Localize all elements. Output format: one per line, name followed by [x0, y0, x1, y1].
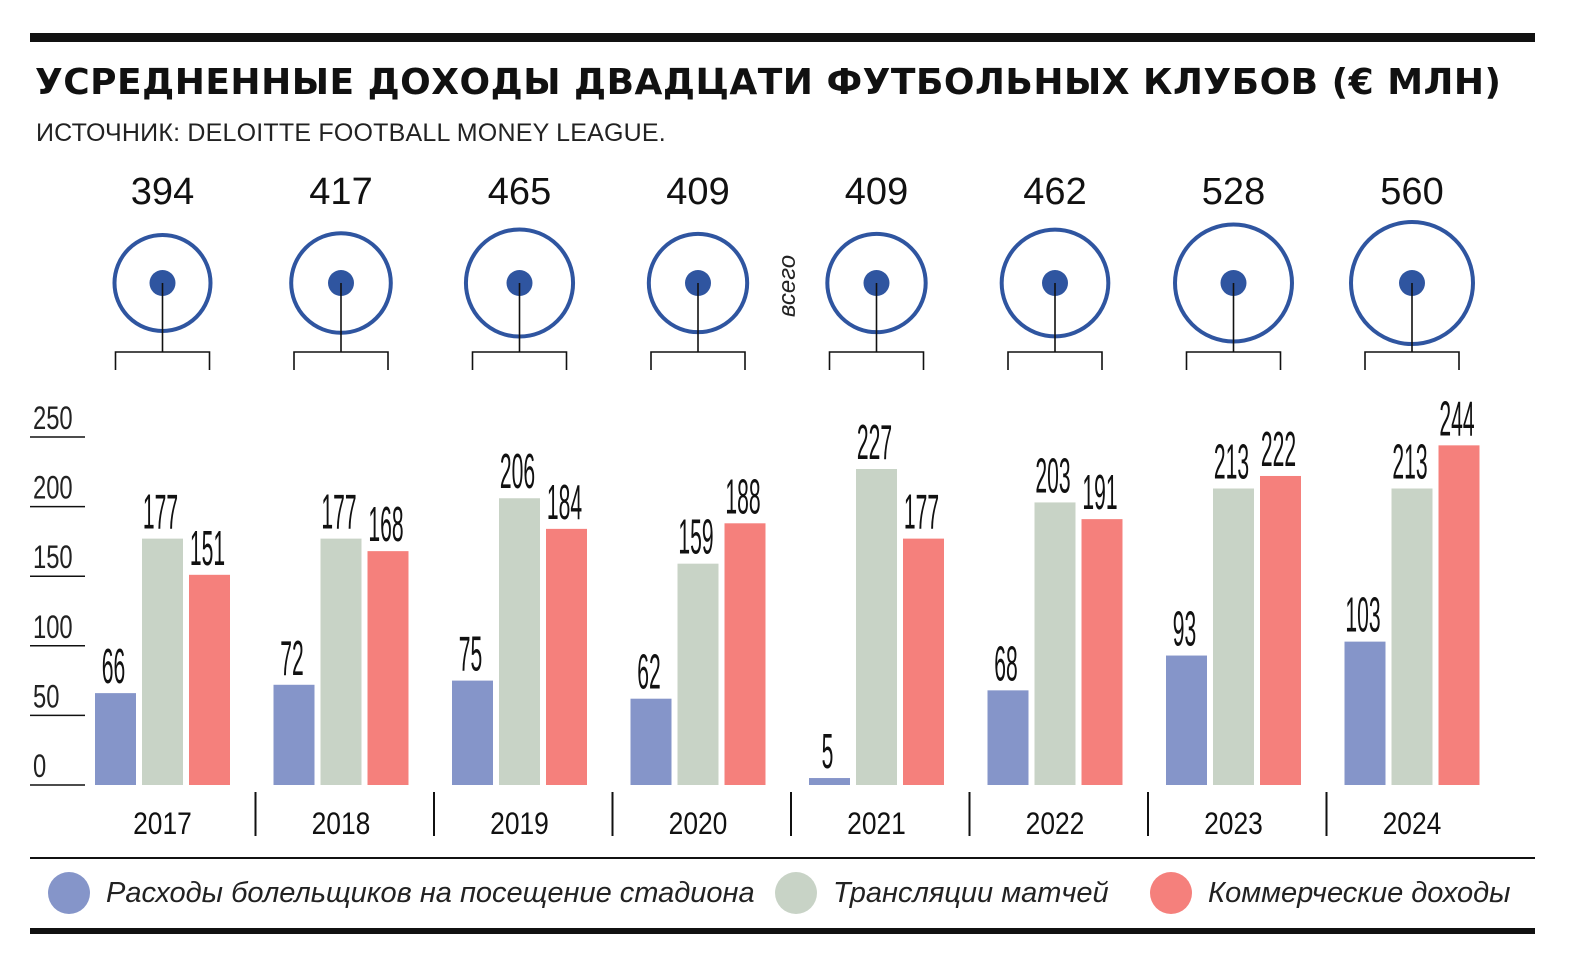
bar-stadium-2020: [630, 698, 672, 785]
y-tick-label: 0: [33, 748, 46, 785]
year-label: 2021: [847, 807, 906, 842]
data-label: 68: [994, 637, 1017, 692]
top-rule: [30, 33, 1535, 42]
data-label: 168: [368, 498, 403, 553]
bar-broadcast-2022: [1034, 502, 1076, 785]
data-label: 177: [904, 486, 939, 541]
total-value: 394: [131, 171, 194, 213]
bar-broadcast-2020: [677, 563, 719, 785]
bottom-rule: [30, 928, 1535, 934]
legend-item-commercial: Коммерческие доходы: [1150, 868, 1510, 918]
total-bracket: [650, 351, 746, 370]
total-value: 462: [1023, 171, 1086, 213]
data-label: 222: [1261, 423, 1296, 478]
y-tick-label: 100: [33, 609, 73, 646]
data-label: 66: [102, 640, 125, 695]
chart-title: УСРЕДНЕННЫЕ ДОХОДЫ ДВАДЦАТИ ФУТБОЛЬНЫХ К…: [35, 62, 1502, 103]
legend-label-commercial: Коммерческие доходы: [1208, 876, 1511, 909]
bar-commercial-2018: [367, 551, 409, 785]
bar-stadium-2023: [1166, 655, 1207, 785]
legend-item-broadcast: Трансляции матчей: [775, 868, 1109, 918]
year-label: 2017: [133, 807, 192, 842]
year-label: 2024: [1383, 807, 1442, 842]
bar-stadium-2024: [1344, 641, 1386, 785]
total-bracket: [1364, 351, 1460, 370]
legend-swatch-broadcast: [775, 872, 817, 914]
legend-swatch-stadium: [48, 872, 90, 914]
legend-rule: [30, 857, 1535, 859]
data-label: 213: [1214, 436, 1249, 491]
total-bracket: [114, 351, 211, 370]
bar-commercial-2019: [546, 528, 587, 785]
legend: Расходы болельщиков на посещение стадион…: [30, 862, 1535, 924]
bar-broadcast-2018: [320, 538, 362, 785]
bar-broadcast-2023: [1213, 488, 1254, 785]
legend-label-broadcast: Трансляции матчей: [833, 876, 1109, 909]
legend-item-stadium: Расходы болельщиков на посещение стадион…: [48, 868, 755, 918]
total-bracket: [471, 351, 568, 370]
data-label: 244: [1439, 392, 1474, 447]
year-label: 2020: [669, 807, 728, 842]
y-tick-label: 250: [33, 400, 73, 437]
data-label: 213: [1392, 436, 1427, 491]
bar-broadcast-2021: [856, 469, 897, 785]
total-bracket: [828, 351, 925, 370]
year-label: 2018: [312, 807, 371, 842]
total-label: всего: [774, 255, 801, 317]
legend-label-stadium: Расходы болельщиков на посещение стадион…: [106, 876, 755, 909]
total-value: 417: [309, 171, 372, 213]
data-label: 93: [1173, 603, 1196, 658]
data-label: 103: [1345, 589, 1380, 644]
data-label: 203: [1035, 450, 1070, 505]
data-label: 227: [857, 416, 892, 471]
bar-stadium-2021: [809, 778, 850, 785]
data-label: 177: [321, 486, 356, 541]
data-label: 188: [725, 470, 760, 525]
data-label: 62: [637, 646, 660, 701]
bar-commercial-2023: [1260, 475, 1301, 785]
bar-stadium-2017: [95, 693, 136, 785]
data-label: 159: [678, 511, 713, 566]
source-note: ИСТОЧНИК: DELOITTE FOOTBALL MONEY LEAGUE…: [36, 119, 666, 147]
data-label: 184: [547, 476, 582, 531]
data-label: 75: [459, 628, 482, 683]
total-value: 409: [666, 171, 729, 213]
total-value: 528: [1202, 171, 1265, 213]
bar-broadcast-2017: [142, 538, 183, 785]
data-label: 206: [500, 445, 535, 500]
total-bracket: [1007, 351, 1103, 370]
bars-area: 66 177 151 72 177 168 75 206 184 62 159 188 5 227 177 6…: [95, 392, 1480, 785]
bar-commercial-2017: [189, 574, 230, 785]
y-tick-label: 200: [33, 470, 73, 507]
bar-commercial-2024: [1438, 445, 1480, 785]
year-label: 2019: [490, 807, 549, 842]
data-label: 191: [1082, 466, 1117, 521]
data-label: 72: [280, 632, 303, 687]
bar-commercial-2022: [1081, 519, 1123, 785]
legend-swatch-commercial: [1150, 872, 1192, 914]
data-label: 151: [190, 522, 225, 577]
data-label: 5: [822, 725, 834, 780]
total-bracket: [1185, 351, 1282, 370]
bar-broadcast-2024: [1391, 488, 1433, 785]
y-tick-label: 50: [33, 679, 59, 716]
revenue-chart: 0 50 100 150 200 250 394 417 465 409 409 462 528 560…: [30, 171, 1480, 842]
year-label: 2022: [1026, 807, 1085, 842]
bar-stadium-2019: [452, 680, 493, 785]
bar-stadium-2018: [273, 684, 315, 785]
bar-commercial-2021: [903, 538, 944, 785]
total-value: 465: [488, 171, 551, 213]
x-axis: 2017 2018 2019 2020 2021 2022 2023 2024: [133, 792, 1441, 842]
bar-commercial-2020: [724, 523, 766, 785]
data-label: 177: [143, 486, 178, 541]
year-label: 2023: [1204, 807, 1263, 842]
bar-stadium-2022: [987, 690, 1029, 785]
total-bracket: [293, 351, 389, 370]
bar-broadcast-2019: [499, 498, 540, 785]
total-value: 409: [845, 171, 908, 213]
total-value: 560: [1380, 171, 1443, 213]
totals-row: 394 417 465 409 409 462 528 560: [112, 171, 1475, 370]
y-tick-label: 150: [33, 540, 73, 577]
y-axis: 0 50 100 150 200 250: [30, 400, 85, 786]
